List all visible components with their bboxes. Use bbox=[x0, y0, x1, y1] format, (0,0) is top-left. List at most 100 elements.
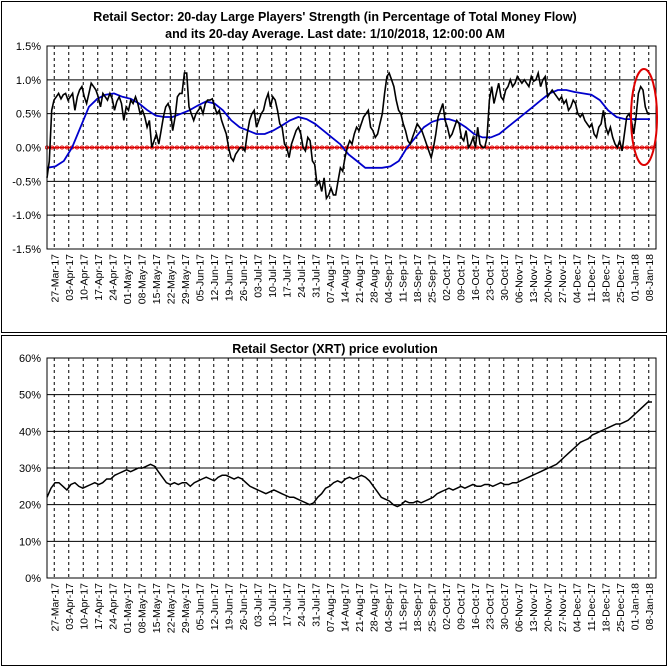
zero-line-marker bbox=[610, 145, 615, 150]
zero-line-marker bbox=[354, 145, 359, 150]
zero-line-marker bbox=[469, 145, 474, 150]
top-chart-x-tick-label: 11-Dec-17 bbox=[586, 254, 598, 302]
top-chart-x-tick-label: 19-Jun-17 bbox=[223, 254, 235, 301]
zero-line-marker bbox=[399, 145, 404, 150]
top-chart-plot-area bbox=[46, 45, 657, 250]
zero-line-marker bbox=[214, 145, 219, 150]
bottom-chart-x-tick-label: 01-Jan-18 bbox=[629, 583, 641, 630]
top-chart-x-tick-label: 09-Oct-17 bbox=[455, 254, 467, 301]
bottom-chart-x-axis: 27-Mar-17 03-Apr-17 10-Apr-17 17-Apr-17 24-A… bbox=[49, 583, 656, 633]
top-chart-x-tick-label: 03-Apr-17 bbox=[64, 254, 76, 301]
zero-line-marker bbox=[115, 145, 120, 150]
bottom-chart-x-tick-label: 13-Nov-17 bbox=[528, 583, 540, 632]
top-chart-x-tick-label: 08-Jan-18 bbox=[644, 254, 656, 301]
top-chart-x-tick-label: 10-Jul-17 bbox=[267, 254, 279, 298]
zero-line-marker bbox=[204, 145, 209, 150]
zero-line-marker bbox=[565, 145, 570, 150]
top-chart-y-tick-label: 0.0% bbox=[16, 143, 41, 155]
zero-line-marker bbox=[389, 145, 394, 150]
bottom-chart-x-tick-label: 24-Jul-17 bbox=[296, 583, 308, 627]
top-chart-x-tick-label: 01-Jan-18 bbox=[629, 254, 641, 301]
zero-line-marker bbox=[134, 145, 139, 150]
top-chart-y-axis: 1.5% 1.0% 0.5% 0.0% -0.5% -1.0% -1.5% bbox=[12, 41, 41, 256]
top-chart-title-line2: and its 20-day Average. Last date: 1/10/… bbox=[165, 27, 505, 41]
zero-line-marker bbox=[414, 145, 419, 150]
top-chart-x-tick-label: 26-Jun-17 bbox=[238, 254, 250, 301]
zero-line-marker bbox=[374, 145, 379, 150]
zero-line-marker bbox=[90, 145, 95, 150]
zero-line-marker bbox=[55, 145, 60, 150]
top-chart-x-tick-label: 27-Nov-17 bbox=[557, 254, 569, 303]
bottom-chart-x-tick-label: 25-Dec-17 bbox=[615, 583, 627, 632]
top-chart-x-tick-label: 12-Jun-17 bbox=[209, 254, 221, 301]
top-chart-x-tick-label: 23-Oct-17 bbox=[484, 254, 496, 301]
bottom-chart-x-tick-label: 08-May-17 bbox=[136, 583, 148, 633]
zero-line-marker bbox=[329, 145, 334, 150]
bottom-chart-x-tick-label: 04-Dec-17 bbox=[571, 583, 583, 632]
top-chart-x-tick-label: 27-Mar-17 bbox=[49, 254, 61, 303]
top-chart-x-tick-label: 04-Dec-17 bbox=[571, 254, 583, 303]
bottom-chart-y-tick-label: 30% bbox=[19, 463, 41, 475]
bottom-chart-y-tick-label: 50% bbox=[19, 390, 41, 402]
zero-line-marker bbox=[489, 145, 494, 150]
zero-line-marker bbox=[174, 145, 179, 150]
top-chart-y-tick-label: 1.5% bbox=[16, 41, 41, 53]
large-players-strength-line bbox=[46, 69, 650, 201]
top-chart-x-tick-label: 20-Nov-17 bbox=[542, 254, 554, 303]
bottom-chart-x-tick-label: 20-Nov-17 bbox=[542, 583, 554, 632]
bottom-chart-x-tick-label: 03-Jul-17 bbox=[252, 583, 264, 627]
bottom-chart-x-tick-label: 17-Jul-17 bbox=[281, 583, 293, 627]
zero-line-marker bbox=[580, 145, 585, 150]
top-chart-x-tick-label: 17-Apr-17 bbox=[93, 254, 105, 301]
zero-line-marker bbox=[105, 145, 110, 150]
zero-line-marker bbox=[509, 145, 514, 150]
bottom-chart-x-tick-label: 04-Sep-17 bbox=[383, 583, 395, 632]
top-chart-x-tick-label: 18-Sep-17 bbox=[412, 254, 424, 303]
zero-line-marker bbox=[314, 145, 319, 150]
bottom-chart-x-tick-label: 21-Aug-17 bbox=[354, 583, 366, 632]
bottom-chart-x-tick-label: 12-Jun-17 bbox=[209, 583, 221, 630]
zero-line-marker bbox=[444, 145, 449, 150]
zero-line-marker bbox=[159, 145, 164, 150]
bottom-chart-x-tick-label: 28-Aug-17 bbox=[368, 583, 380, 632]
bottom-chart-x-tick-label: 10-Apr-17 bbox=[78, 583, 90, 630]
zero-line-marker bbox=[575, 145, 580, 150]
zero-line-marker bbox=[359, 145, 364, 150]
zero-line-marker bbox=[125, 145, 130, 150]
top-chart-x-tick-label: 13-Nov-17 bbox=[528, 254, 540, 303]
zero-line-marker bbox=[434, 145, 439, 150]
zero-line-marker bbox=[154, 145, 159, 150]
zero-line-marker bbox=[324, 145, 329, 150]
zero-line-marker bbox=[605, 145, 610, 150]
zero-line-marker bbox=[75, 145, 80, 150]
zero-line-marker bbox=[499, 145, 504, 150]
bottom-chart-x-tick-label: 05-Jun-17 bbox=[194, 583, 206, 630]
bottom-chart-x-tick-label: 03-Apr-17 bbox=[64, 583, 76, 630]
zero-line-marker bbox=[379, 145, 384, 150]
top-chart-x-tick-label: 17-Jul-17 bbox=[281, 254, 293, 298]
zero-line-marker bbox=[249, 145, 254, 150]
zero-line-marker bbox=[209, 145, 214, 150]
bottom-chart-y-tick-label: 10% bbox=[19, 536, 41, 548]
bottom-chart-x-tick-label: 11-Sep-17 bbox=[397, 583, 409, 631]
top-chart-x-tick-label: 03-Jul-17 bbox=[252, 254, 264, 298]
top-chart-x-tick-label: 07-Aug-17 bbox=[325, 254, 337, 303]
top-chart-x-tick-label: 24-Apr-17 bbox=[107, 254, 119, 301]
bottom-chart-x-tick-label: 25-Sep-17 bbox=[426, 583, 438, 632]
bottom-chart-x-tick-label: 27-Nov-17 bbox=[557, 583, 569, 632]
bottom-chart-x-tick-label: 30-Oct-17 bbox=[499, 583, 511, 630]
zero-line-marker bbox=[459, 145, 464, 150]
bottom-chart-x-tick-label: 19-Jun-17 bbox=[223, 583, 235, 630]
top-chart-x-tick-label: 24-Jul-17 bbox=[296, 254, 308, 298]
zero-line-marker bbox=[560, 145, 565, 150]
zero-line-marker bbox=[540, 145, 545, 150]
zero-line-marker bbox=[530, 145, 535, 150]
top-chart-y-tick-label: -1.0% bbox=[12, 210, 41, 222]
zero-line-marker bbox=[234, 145, 239, 150]
bottom-chart-plot-area bbox=[46, 357, 657, 579]
zero-line-marker bbox=[164, 145, 169, 150]
bottom-chart-title: Retail Sector (XRT) price evolution bbox=[232, 342, 438, 356]
top-chart-x-tick-label: 08-May-17 bbox=[136, 254, 148, 304]
bottom-chart-y-tick-label: 40% bbox=[19, 426, 41, 438]
